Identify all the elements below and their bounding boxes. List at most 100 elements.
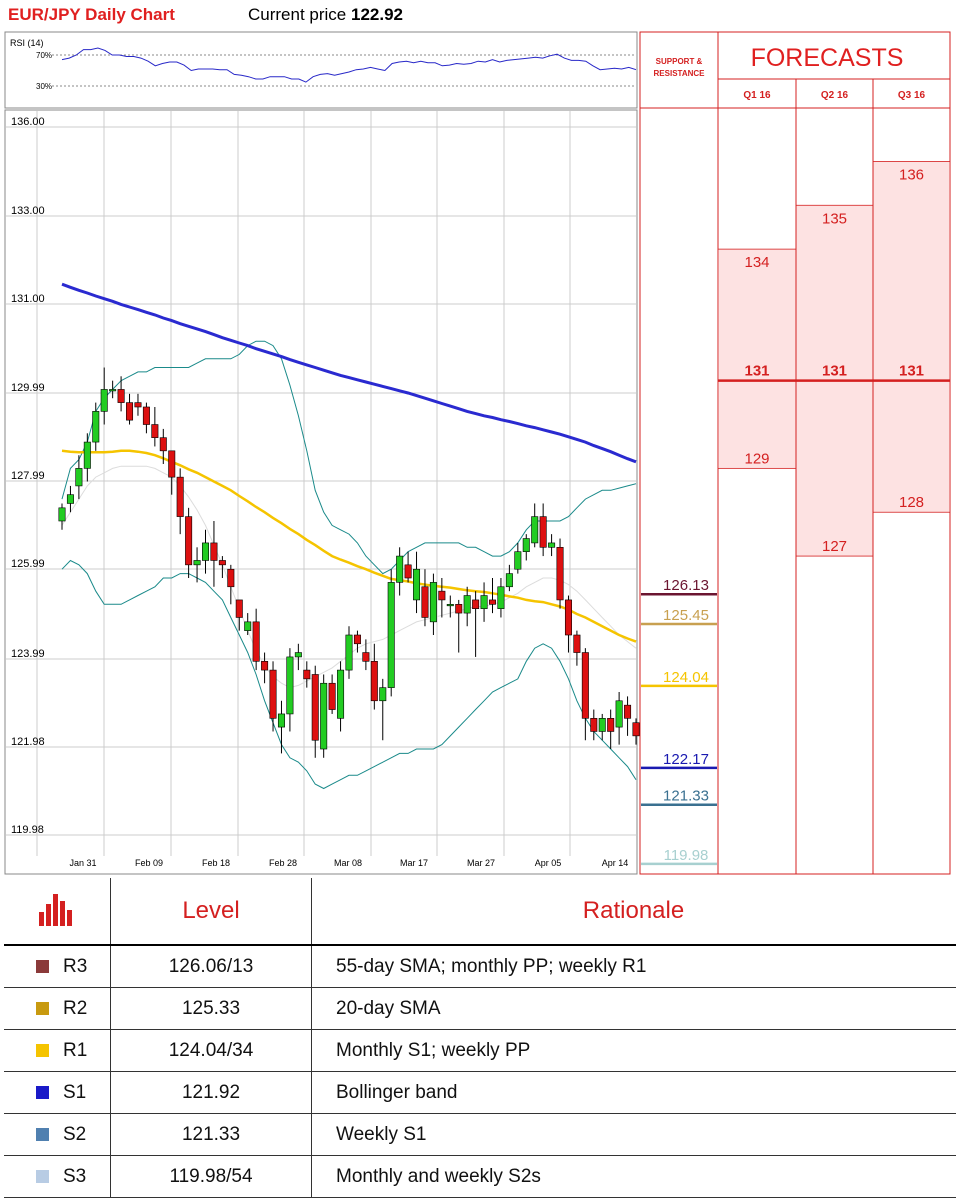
level-code: R1: [63, 1039, 88, 1061]
level-code-cell: S2: [4, 1113, 111, 1156]
candle-body-up: [548, 542, 556, 548]
level-swatch: [36, 1001, 49, 1015]
candle-body-down: [235, 599, 243, 618]
candle: [269, 661, 277, 732]
candle-body-up: [337, 669, 345, 719]
candle-body-up: [379, 687, 387, 702]
candle: [151, 406, 159, 447]
candle-body-up: [83, 441, 91, 469]
candle: [176, 468, 184, 535]
candle: [463, 586, 471, 627]
candle: [227, 564, 235, 605]
candle: [404, 551, 412, 583]
rsi-label: RSI (14): [10, 38, 44, 48]
level-rationale: Monthly S1; weekly PP: [311, 1029, 956, 1072]
table-row: S2 121.33 Weekly S1: [4, 1113, 956, 1156]
forecast-column: Q1 16 134 131 129: [717, 90, 797, 469]
candle-body-up: [531, 516, 539, 544]
bar-chart-icon: [39, 893, 72, 926]
candle-body-up: [480, 595, 488, 609]
y-tick-label: 119.98: [11, 824, 44, 836]
candle: [168, 450, 176, 495]
candle-body-up: [429, 582, 437, 623]
candle-body-up: [244, 621, 252, 631]
candle: [362, 639, 370, 671]
forecast-high: 136: [899, 166, 924, 183]
forecast-range: [872, 161, 951, 513]
candle-body-up: [320, 682, 328, 750]
candle-body-down: [261, 661, 269, 671]
forecast-mid: 131: [822, 363, 847, 380]
candle-body-down: [252, 621, 260, 662]
candle-body-up: [463, 595, 471, 614]
candle-body-down: [370, 661, 378, 702]
candle: [497, 578, 505, 618]
forecast-mid: 131: [744, 363, 769, 380]
candle-body-up: [286, 656, 294, 715]
candle: [66, 485, 74, 513]
candle: [581, 648, 589, 741]
candle-body-down: [421, 586, 429, 618]
level-swatch: [36, 1169, 49, 1183]
candle: [261, 652, 269, 684]
candle-body-down: [210, 542, 218, 561]
price-panel: [4, 109, 638, 875]
level-code: S2: [63, 1123, 87, 1145]
x-tick-label: Feb 09: [135, 858, 163, 868]
x-tick-label: Apr 05: [535, 858, 562, 868]
level-code-cell: S1: [4, 1071, 111, 1114]
level-swatch: [36, 1127, 49, 1141]
candle-body-down: [564, 599, 572, 636]
candle-body-down: [581, 652, 589, 719]
level-swatch: [36, 959, 49, 973]
x-tick-label: Mar 08: [334, 858, 362, 868]
level-rationale: 55-day SMA; monthly PP; weekly R1: [311, 945, 956, 988]
level-value: 121.92: [110, 1071, 312, 1114]
level-value: 125.33: [110, 987, 312, 1030]
candle: [92, 402, 100, 451]
level-value: 126.06/13: [110, 945, 312, 988]
table-header-level: Level: [110, 878, 312, 946]
level-swatch: [36, 1085, 49, 1099]
y-tick-label: 121.98: [11, 736, 45, 748]
candle: [387, 569, 395, 697]
candle: [539, 503, 547, 557]
candle: [117, 376, 125, 412]
sr-level-label: 121.33: [663, 788, 709, 805]
candle: [126, 393, 134, 425]
candle: [235, 599, 243, 631]
candle: [396, 547, 404, 596]
candle: [531, 503, 539, 548]
candle-body-down: [159, 437, 167, 452]
candle: [277, 700, 285, 754]
candle: [624, 696, 632, 736]
forecast-low: 128: [899, 494, 924, 511]
candle: [615, 692, 623, 745]
candle: [320, 674, 328, 758]
level-rationale: Bollinger band: [311, 1071, 956, 1114]
level-rationale: Monthly and weekly S2s: [311, 1155, 956, 1198]
sma200-line: [61, 282, 637, 464]
table-row: S3 119.98/54 Monthly and weekly S2s: [4, 1155, 956, 1198]
candle: [556, 538, 564, 609]
candle-body-down: [488, 599, 496, 605]
candle: [252, 608, 260, 671]
candle: [472, 591, 480, 657]
current-price: Current price 122.92: [248, 5, 403, 25]
y-tick-label: 123.99: [11, 648, 45, 660]
level-value: 119.98/54: [110, 1155, 312, 1198]
sr-level-label: 126.13: [663, 577, 709, 594]
x-tick-label: Jan 31: [69, 858, 96, 868]
bollinger-lower-line: [61, 559, 637, 790]
candle-body-down: [556, 547, 564, 601]
candle: [480, 582, 488, 622]
forecast-mid: 131: [899, 363, 924, 380]
x-tick-label: Feb 28: [269, 858, 297, 868]
y-tick-label: 133.00: [11, 205, 45, 217]
candle-body-down: [303, 669, 311, 680]
candle-body-down: [218, 560, 226, 566]
level-code: S1: [63, 1081, 87, 1103]
level-code: R2: [63, 997, 88, 1019]
candle: [286, 648, 294, 732]
candle: [83, 433, 91, 482]
